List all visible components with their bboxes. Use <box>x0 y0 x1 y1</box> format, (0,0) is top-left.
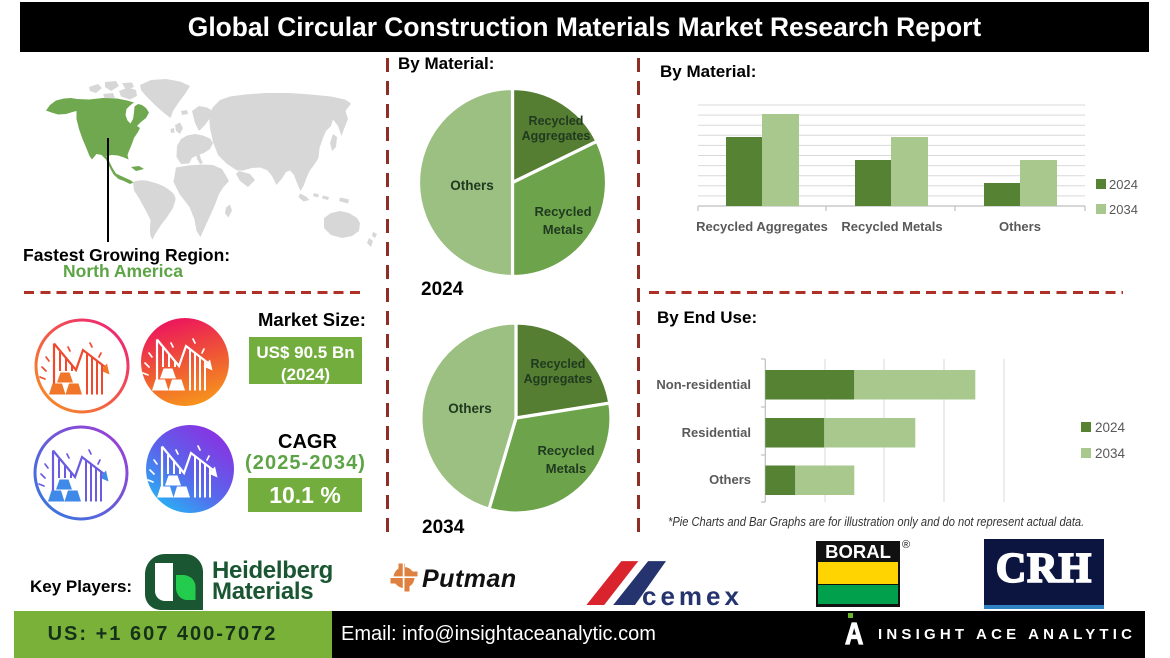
svg-text:cemex: cemex <box>642 581 743 606</box>
